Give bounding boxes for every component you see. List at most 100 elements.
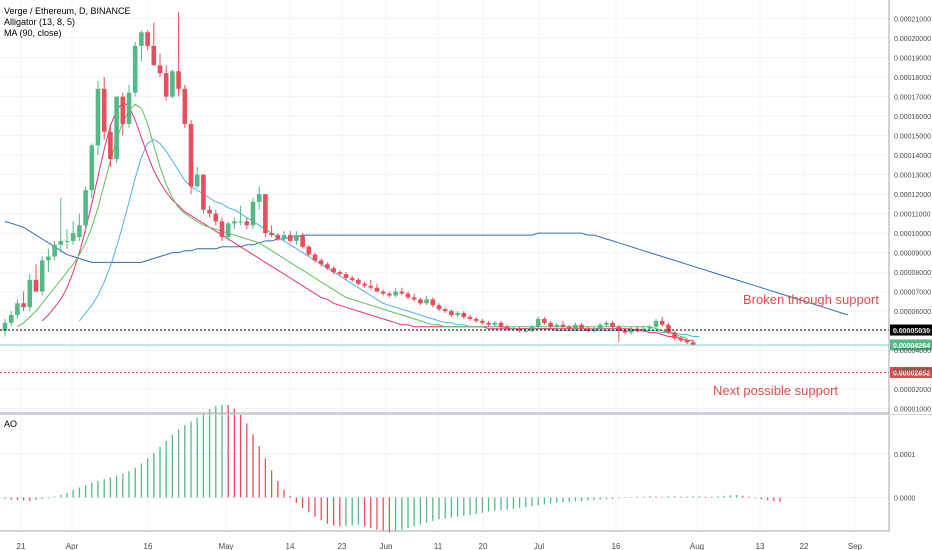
candle-down	[263, 194, 268, 234]
candle-down	[659, 320, 665, 325]
candle-up	[604, 322, 609, 325]
x-tick-label: 16	[144, 542, 153, 550]
candle-down	[690, 342, 696, 346]
x-tick-label: Aug	[690, 542, 704, 550]
candle-up	[529, 326, 535, 331]
candle-down	[585, 328, 591, 331]
y-tick-label: 0.00018000	[894, 75, 931, 82]
candle-down	[145, 32, 150, 46]
candles	[2, 12, 696, 347]
candle-up	[641, 328, 646, 331]
candle-up	[15, 303, 20, 315]
candle-down	[101, 88, 107, 132]
next-price-label: 0.00002852	[893, 370, 930, 377]
candle-down	[399, 291, 405, 294]
ao-y-tick-label: 0.0000	[894, 496, 916, 503]
y-tick-label: 0.00019000	[894, 56, 931, 63]
chart-title: Verge / Ethereum, D, BINANCE	[4, 6, 131, 16]
grid	[0, 0, 889, 531]
alligator-teeth-line	[41, 101, 694, 341]
candle-up	[70, 233, 76, 241]
y-tick-label: 0.00011000	[894, 212, 931, 219]
x-tick-label: 22	[800, 542, 809, 550]
candle-up	[232, 221, 237, 224]
current-price-label: 0.00004264	[893, 343, 930, 350]
candle-down	[498, 322, 504, 327]
candle-down	[566, 326, 572, 329]
candle-down	[473, 318, 479, 321]
candle-down	[337, 272, 343, 275]
candle-down	[436, 305, 442, 310]
candle-down	[411, 297, 417, 300]
candle-down	[120, 96, 126, 124]
candle-down	[176, 71, 181, 89]
candle-up	[535, 318, 541, 327]
candle-down	[163, 73, 169, 97]
broken-support-annotation: Broken through support	[743, 292, 879, 307]
candle-down	[356, 279, 361, 284]
candle-down	[269, 233, 274, 236]
candle-down	[449, 311, 454, 315]
candle-up	[139, 32, 144, 46]
candle-down	[480, 320, 485, 323]
support-price-tag	[890, 324, 932, 336]
candle-down	[517, 328, 522, 331]
x-tick-label: Apr	[66, 542, 79, 550]
y-tick-label: 0.00006000	[894, 309, 931, 316]
candle-down	[610, 322, 615, 327]
candle-up	[573, 324, 578, 329]
x-tick-label: Jun	[380, 542, 393, 550]
candle-up	[95, 88, 101, 146]
candle-down	[548, 322, 553, 327]
y-tick-label: 0.00002000	[894, 387, 931, 394]
ma-legend: MA (90, close)	[4, 28, 62, 38]
candle-down	[108, 131, 113, 159]
candle-down	[405, 293, 411, 298]
candle-up	[194, 174, 200, 187]
candle-up	[64, 240, 70, 242]
y-tick-label: 0.00020000	[894, 36, 931, 43]
y-tick-label: 0.00016000	[894, 114, 931, 121]
candle-down	[486, 322, 491, 325]
candle-up	[393, 291, 398, 296]
candle-down	[467, 316, 473, 319]
candle-down	[331, 268, 336, 273]
next-price-tag	[890, 366, 932, 378]
candle-up	[597, 324, 603, 329]
candle-down	[349, 277, 355, 280]
candle-down	[622, 330, 628, 333]
candle-up	[2, 322, 8, 331]
x-tick-label: 13	[756, 542, 765, 550]
candle-up	[77, 225, 82, 237]
candle-up	[58, 240, 64, 245]
y-tick-label: 0.00008000	[894, 270, 931, 277]
horizontal-levels: 0.00005030 0.00004264 0.00002852	[0, 324, 932, 378]
y-tick-label: 0.00004000	[894, 348, 931, 355]
candle-up	[492, 322, 498, 325]
candle-down	[318, 260, 324, 265]
candle-up	[424, 299, 429, 304]
candle-down	[21, 303, 26, 308]
current-price-tag	[890, 339, 932, 351]
candle-down	[684, 340, 690, 343]
candle-up	[238, 221, 243, 223]
candle-down	[244, 221, 250, 226]
y-tick-label: 0.00021000	[894, 17, 931, 24]
candle-down	[213, 213, 219, 222]
candle-down	[368, 285, 374, 288]
y-tick-label: 0.00014000	[894, 153, 931, 160]
y-tick-label: 0.00003000	[894, 368, 931, 375]
candle-down	[300, 235, 305, 247]
y-tick-label: 0.00005000	[894, 329, 931, 336]
candle-down	[461, 313, 467, 317]
candle-up	[46, 256, 51, 261]
candle-up	[132, 45, 138, 93]
x-tick-label: 16	[612, 542, 621, 550]
candle-up	[294, 235, 299, 241]
candle-up	[250, 201, 256, 226]
candle-down	[672, 332, 677, 339]
candle-up	[170, 71, 175, 97]
